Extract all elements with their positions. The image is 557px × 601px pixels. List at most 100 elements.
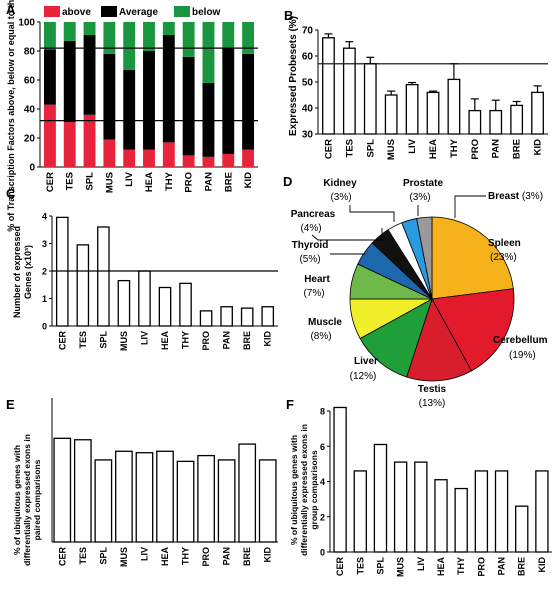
pie-pct-breast: (3%) (522, 191, 543, 202)
panel-e: E % of ubiquitous genes with differentia… (6, 397, 278, 567)
panel-a-bar-above-hea (143, 149, 155, 167)
panel-a-bar-above-thy (162, 142, 175, 167)
panel-c-bar-thy (179, 282, 192, 327)
panel-e-bar-tes (73, 439, 92, 543)
panel-a-plot: 0 20 40 60 80 100 CER TES SPL MUS LIV HEA THY PRO PAN B… (18, 18, 258, 193)
panel-e-x-tick-label: CER (57, 547, 67, 567)
pie-label-muscle: Muscle (308, 317, 342, 328)
panel-a-bar-average-pan (202, 82, 215, 157)
pie-slice-liver (359, 298, 433, 378)
pie-pct-thyroid: (5%) (299, 254, 320, 265)
panel-c-y-axis-label-line2: Genes (x10³) (23, 245, 33, 299)
panel-c-x-tick-label: HEA (160, 331, 170, 351)
panel-a-x-tick-label: THY (164, 171, 175, 191)
pie-pct-liver: (12%) (350, 371, 377, 382)
panel-e-x-tick-label: BRE (242, 547, 252, 566)
panel-a-bar-average-mus (103, 53, 116, 140)
panel-c-x-tick-label: LIV (139, 331, 149, 345)
panel-b-x-tick-label: PAN (491, 139, 502, 158)
pie-pct-heart: (7%) (303, 288, 324, 299)
panel-e-bar-kid (258, 459, 277, 543)
panel-f-y-tick-label: 8 (320, 407, 325, 417)
pie-slice-breast (416, 216, 433, 300)
panel-c-x-tick-label: THY (181, 331, 191, 349)
pie-label-thyroid: Thyroid (292, 240, 329, 251)
panel-a-bar-below-kid (242, 22, 255, 54)
panel-c-bar-mus (117, 279, 131, 327)
pie-pct-pancreas: (4%) (300, 223, 321, 234)
panel-d-pie: Spleen (23%) Cerebellum (19%) Testis (13%) Liv… (291, 178, 548, 409)
panel-e-bar-mus (115, 450, 133, 543)
panel-c-bar-bre (240, 307, 254, 327)
panel-a-bar-average-thy (162, 35, 175, 143)
panel-a-bar-above-kid (242, 149, 255, 167)
panel-a-x-tick-label: BRE (223, 172, 234, 192)
panel-b: B Expressed Probesets (%) 30 40 50 60 70 CER T… (284, 8, 548, 160)
legend-swatch-above (44, 6, 60, 17)
panel-f: F % of ubiquitous genes with differentia… (286, 397, 552, 577)
panel-b-x-tick-label: KID (533, 139, 544, 156)
panel-f-bar-mus (393, 461, 408, 553)
panel-a-x-tick-label: TES (65, 172, 76, 190)
panel-e-x-tick-label: LIV (139, 547, 149, 561)
panel-b-bar-cer (322, 37, 335, 135)
panel-e-letter: E (6, 397, 15, 412)
panel-a-bar-above-mus (103, 139, 116, 167)
panel-e-y-axis-label-line2: differentially expressed exons in (22, 434, 32, 566)
pie-slice-spleen (431, 216, 514, 300)
panel-a-bar-average-cer (43, 49, 56, 105)
panel-a-bar-average-liv (123, 69, 136, 150)
panel-c-y-tick-label: 1 (42, 294, 47, 304)
panel-a-legend: above Average below (44, 6, 221, 18)
panel-a-bar-below-tes (63, 22, 76, 41)
panel-c-letter: C (6, 186, 16, 201)
pie-label-heart: Heart (304, 274, 330, 285)
panel-f-x-tick-label: SPL (375, 557, 385, 575)
legend-label-below: below (192, 7, 221, 18)
panel-a-bar-above-cer (43, 104, 56, 167)
pie-pct-cerebellum: (19%) (509, 350, 536, 361)
panel-b-bar-tes (342, 47, 356, 135)
panel-c-bar-tes (76, 244, 90, 327)
panel-a-x-tick-label: SPL (85, 172, 96, 191)
panel-b-bar-spl (363, 63, 377, 135)
panel-a-y-tick-label: 100 (18, 18, 35, 29)
panel-e-bar-liv (135, 452, 154, 543)
panel-f-bar-bre (515, 505, 529, 553)
panel-a-bar-average-tes (63, 40, 76, 123)
panel-a-bar-above-tes (63, 122, 76, 167)
pie-label-liver: Liver (354, 356, 378, 367)
panel-a-x-tick-label: PAN (203, 172, 214, 191)
panel-b-bar-hea (426, 91, 440, 135)
panel-c-plot: 0 1 2 3 4 CER TES SPL MUS LIV HEA THY PRO PAN BRE KID (42, 212, 278, 351)
legend-swatch-below (174, 6, 190, 17)
panel-e-x-tick-label: KID (263, 547, 273, 563)
panel-b-bar-mus (384, 94, 398, 135)
panel-a: A above Average below % of Transcription… (6, 0, 258, 232)
panel-b-x-tick-label: TES (344, 139, 355, 157)
panel-a-bar-above-bre (222, 153, 235, 167)
panel-a-y-tick-label: 80 (24, 47, 36, 58)
pie-pct-kidney: (3%) (330, 192, 351, 203)
panel-c-x-tick-label: BRE (242, 331, 252, 350)
panel-c-x-tick-label: SPL (98, 331, 108, 349)
panel-c-y-tick-label: 0 (42, 322, 47, 332)
panel-b-x-tick-label: LIV (407, 138, 418, 153)
panel-f-x-tick-label: PAN (497, 557, 507, 575)
panel-f-bar-tes (353, 470, 367, 553)
panel-a-x-tick-label: MUS (104, 172, 115, 193)
panel-c-x-tick-label: PRO (201, 331, 211, 351)
panel-e-bar-cer (53, 437, 72, 543)
pie-label-name-breast: Breast (488, 191, 522, 202)
panel-b-y-axis-label: Expressed Probesets (%) (288, 16, 299, 136)
panel-b-bar-pan (489, 109, 503, 135)
panel-f-x-tick-label: MUS (396, 557, 406, 577)
panel-b-y-tick-label: 50 (302, 78, 314, 89)
panel-f-x-tick-label: CER (335, 557, 345, 577)
pie-slice-cerebellum (431, 288, 515, 372)
panel-c-bar-pan (220, 306, 233, 327)
panel-b-plot: 30 40 50 60 70 CER TES SPL MUS LIV HEA THY PRO PAN BRE… (302, 26, 548, 160)
panel-a-bar-average-spl (83, 35, 96, 115)
pie-label-cerebellum: Cerebellum (493, 335, 548, 346)
